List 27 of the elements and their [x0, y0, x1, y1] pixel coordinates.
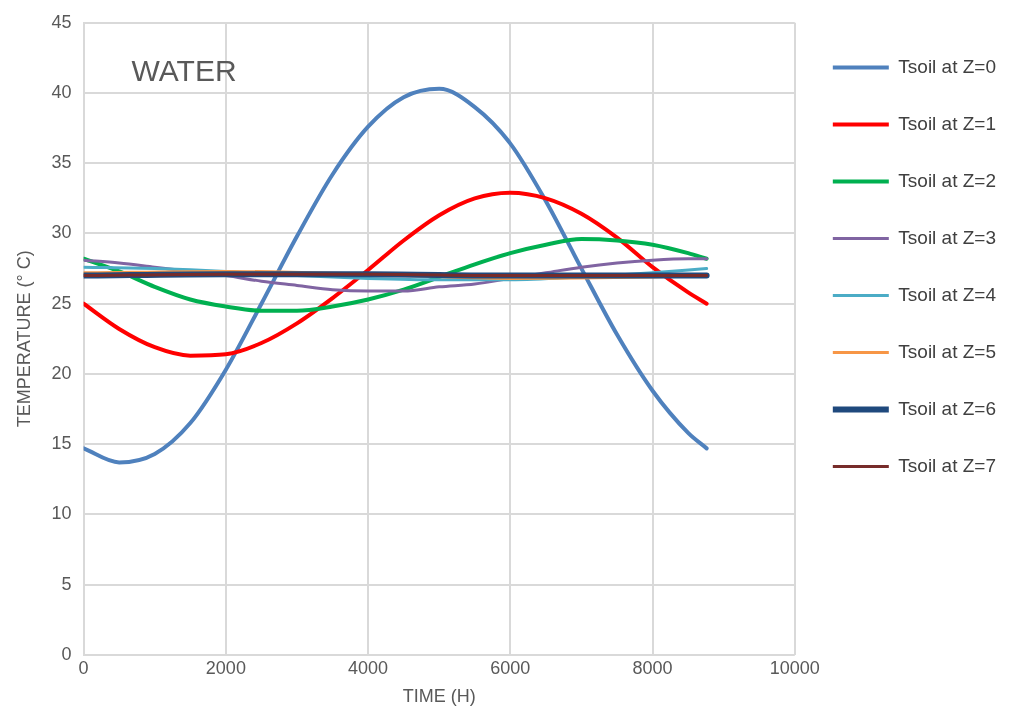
x-tick-label: 0 — [78, 657, 89, 678]
y-tick-label: 30 — [51, 222, 72, 243]
legend-label: Tsoil at Z=6 — [898, 397, 997, 419]
legend-label: Tsoil at Z=5 — [898, 340, 997, 362]
legend-label: Tsoil at Z=7 — [898, 454, 997, 476]
x-tick-label: 4000 — [348, 657, 389, 678]
y-tick-label: 25 — [51, 292, 72, 313]
x-tick-label: 6000 — [490, 657, 531, 678]
legend-label: Tsoil at Z=4 — [898, 283, 997, 305]
y-tick-label: 35 — [51, 152, 72, 173]
x-tick-label: 10000 — [769, 657, 820, 678]
x-axis-title: TIME (H) — [402, 686, 476, 707]
y-tick-label: 20 — [51, 362, 72, 383]
y-tick-label: 15 — [51, 433, 72, 454]
x-tick-label: 2000 — [205, 657, 246, 678]
y-axis-title: TEMPERATURE (° C) — [13, 250, 34, 428]
legend-label: Tsoil at Z=0 — [898, 55, 997, 77]
y-tick-label: 10 — [51, 503, 72, 524]
y-tick-label: 0 — [61, 643, 72, 664]
y-tick-label: 5 — [61, 573, 72, 594]
legend-label: Tsoil at Z=3 — [898, 226, 997, 248]
annotation: WATER — [131, 54, 237, 88]
y-tick-label: 45 — [51, 11, 72, 32]
x-tick-label: 8000 — [632, 657, 673, 678]
legend-label: Tsoil at Z=2 — [898, 169, 997, 191]
legend-label: Tsoil at Z=1 — [898, 112, 997, 134]
y-tick-label: 40 — [51, 81, 72, 102]
